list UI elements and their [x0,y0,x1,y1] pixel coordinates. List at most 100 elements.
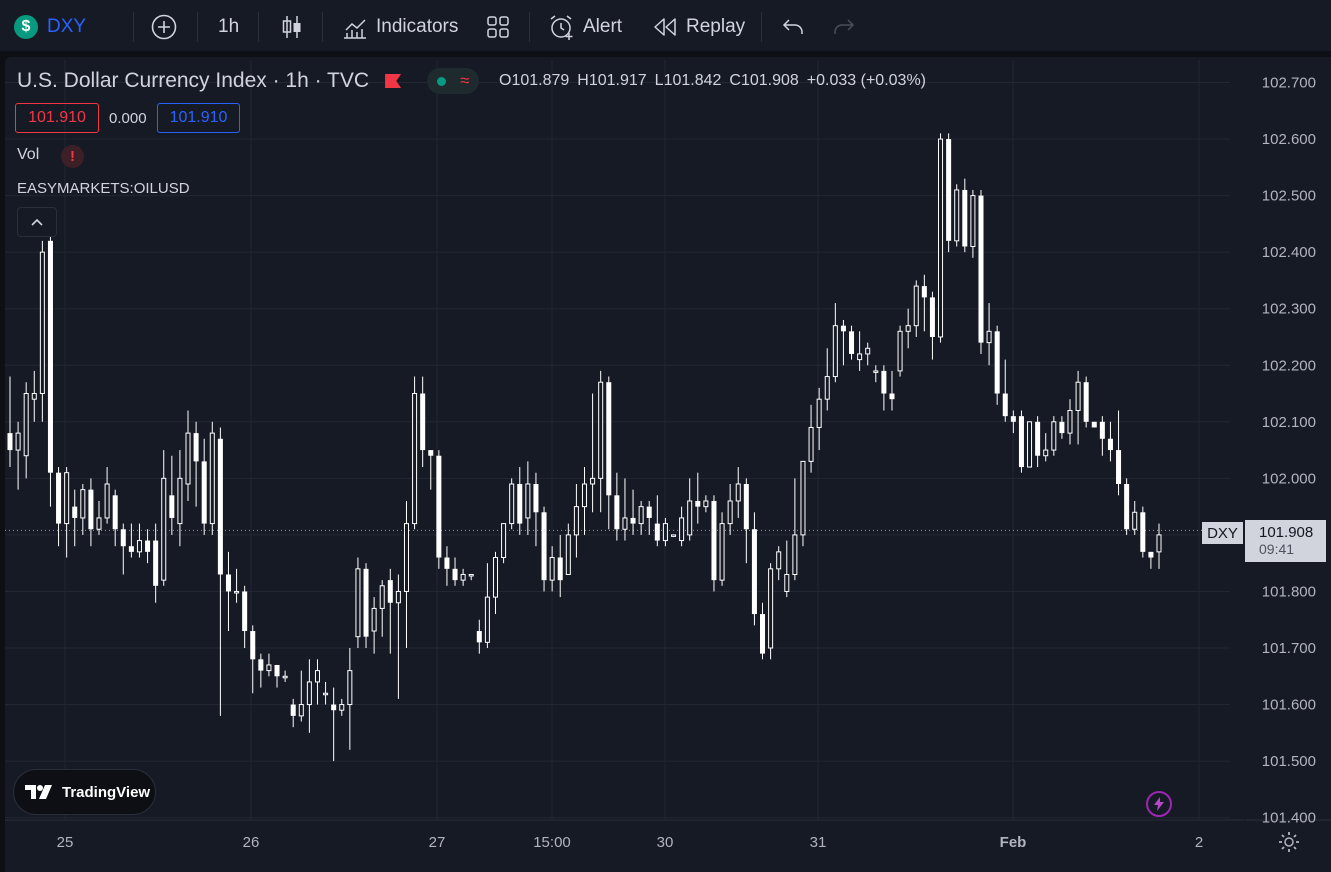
settings-gear-icon[interactable] [1278,831,1300,858]
redo-button[interactable] [832,0,856,54]
ask-price: 101.910 [169,109,228,126]
candle-body-down [1140,512,1146,552]
candle-body-down [849,331,855,354]
candle-body-up [298,704,304,717]
candle-body-down [994,331,1000,394]
candle-body-up [662,523,668,542]
price-tick-label: 101.800 [1262,583,1316,600]
undo-button[interactable] [781,0,805,54]
candle-body-down [889,393,895,400]
candle-body-down [476,631,482,643]
candle-body-up [986,330,992,344]
delayed-wave-icon: ≈ [460,71,470,90]
candle-body-up [897,330,903,372]
templates-button[interactable] [486,0,510,54]
divider [322,12,323,42]
symbol-button[interactable]: $ DXY [14,0,86,54]
close-value: C101.908 [729,72,799,89]
candle-body-down [946,139,952,241]
candle-body-up [136,540,142,553]
volume-warning-icon[interactable]: ! [61,145,84,168]
grid-icon [487,16,509,38]
replay-button[interactable]: Replay [653,0,745,54]
candle-body-down [193,433,199,462]
candle-body-up [768,568,774,649]
candle-body-up [565,534,571,575]
candle-body-down [557,557,563,581]
live-dot-icon [437,76,447,86]
data-status-pill[interactable]: ≈ [427,68,480,94]
candle-body-up [509,483,515,525]
candle-body-down [47,240,53,473]
candle-body-up [1156,534,1162,553]
candle-body-down [1035,421,1041,456]
divider [258,12,259,42]
candle-body-down [428,450,434,456]
sell-price-button[interactable]: 101.910 [15,103,99,133]
divider [133,12,134,42]
candle-body-up [719,523,725,581]
candle-body-down [452,568,458,581]
indicators-button[interactable]: Indicators [342,0,458,54]
buy-price-button[interactable]: 101.910 [157,103,240,133]
candle-body-down [614,495,620,530]
compare-button[interactable] [151,0,177,54]
time-tick-label: Feb [1000,834,1027,851]
candle-body-down [128,546,134,552]
alert-button[interactable]: Alert [548,0,622,54]
tradingview-logo[interactable]: TradingView [13,769,156,815]
candle-body-up [161,477,167,581]
chart-pane[interactable] [5,57,1331,872]
chart-type-button[interactable] [281,0,303,54]
alarm-clock-icon [550,15,573,40]
candle-body-down [217,438,223,575]
undo-icon [782,19,803,34]
rewind-icon [654,18,676,36]
candle-body-down [331,704,337,711]
candle-body-down [72,506,78,518]
candle-body-up [355,568,361,638]
candle-body-up [39,251,45,395]
candles-icon [282,16,301,38]
price-tick-label: 102.600 [1262,131,1316,148]
candle-body-down [654,523,660,541]
candle-body-up [1132,511,1138,530]
candle-body-down [1099,421,1105,439]
price-tick-label: 101.600 [1262,697,1316,714]
candle-body-down [921,286,927,298]
candle-body-up [177,477,183,525]
candle-body-up [23,393,29,457]
brand-name: TradingView [62,783,151,801]
interval-button[interactable]: 1h [218,0,239,54]
candle-body-down [444,557,450,569]
collapse-legend-button[interactable] [17,207,57,237]
compare-symbol-label[interactable]: EASYMARKETS:OILUSD [17,180,190,197]
symbol-price-label: DXY [1202,522,1243,544]
candle-body-up [954,189,960,242]
candle-body-up [873,370,879,373]
candle-body-down [606,382,612,496]
candle-body-up [15,432,21,451]
candle-body-down [120,529,126,547]
time-tick-label: 26 [243,834,260,851]
change-value: +0.033 (+0.03%) [806,72,926,89]
interval-label: 1h [218,16,240,37]
candle-body-up [1075,381,1081,411]
price-tick-label: 102.400 [1262,244,1316,261]
candle-body-up [371,607,377,632]
time-tick-label: 2 [1195,834,1203,851]
price-tick-label: 102.500 [1262,188,1316,205]
plus-circle-icon [151,14,177,40]
volume-indicator-label[interactable]: Vol [17,146,40,163]
series-title[interactable]: U.S. Dollar Currency Index · 1h · TVC [17,69,370,92]
candle-body-up [1027,421,1033,468]
candle-body-down [541,512,547,581]
lightning-icon[interactable] [1146,791,1172,817]
candle-body-up [687,500,693,536]
chart-legend: U.S. Dollar Currency Index · 1h · TVC ≈ [17,68,480,94]
divider [197,12,198,42]
indicators-chart-icon [344,19,366,39]
candle-body-down [1059,421,1065,434]
candle-body-up [1067,409,1073,434]
